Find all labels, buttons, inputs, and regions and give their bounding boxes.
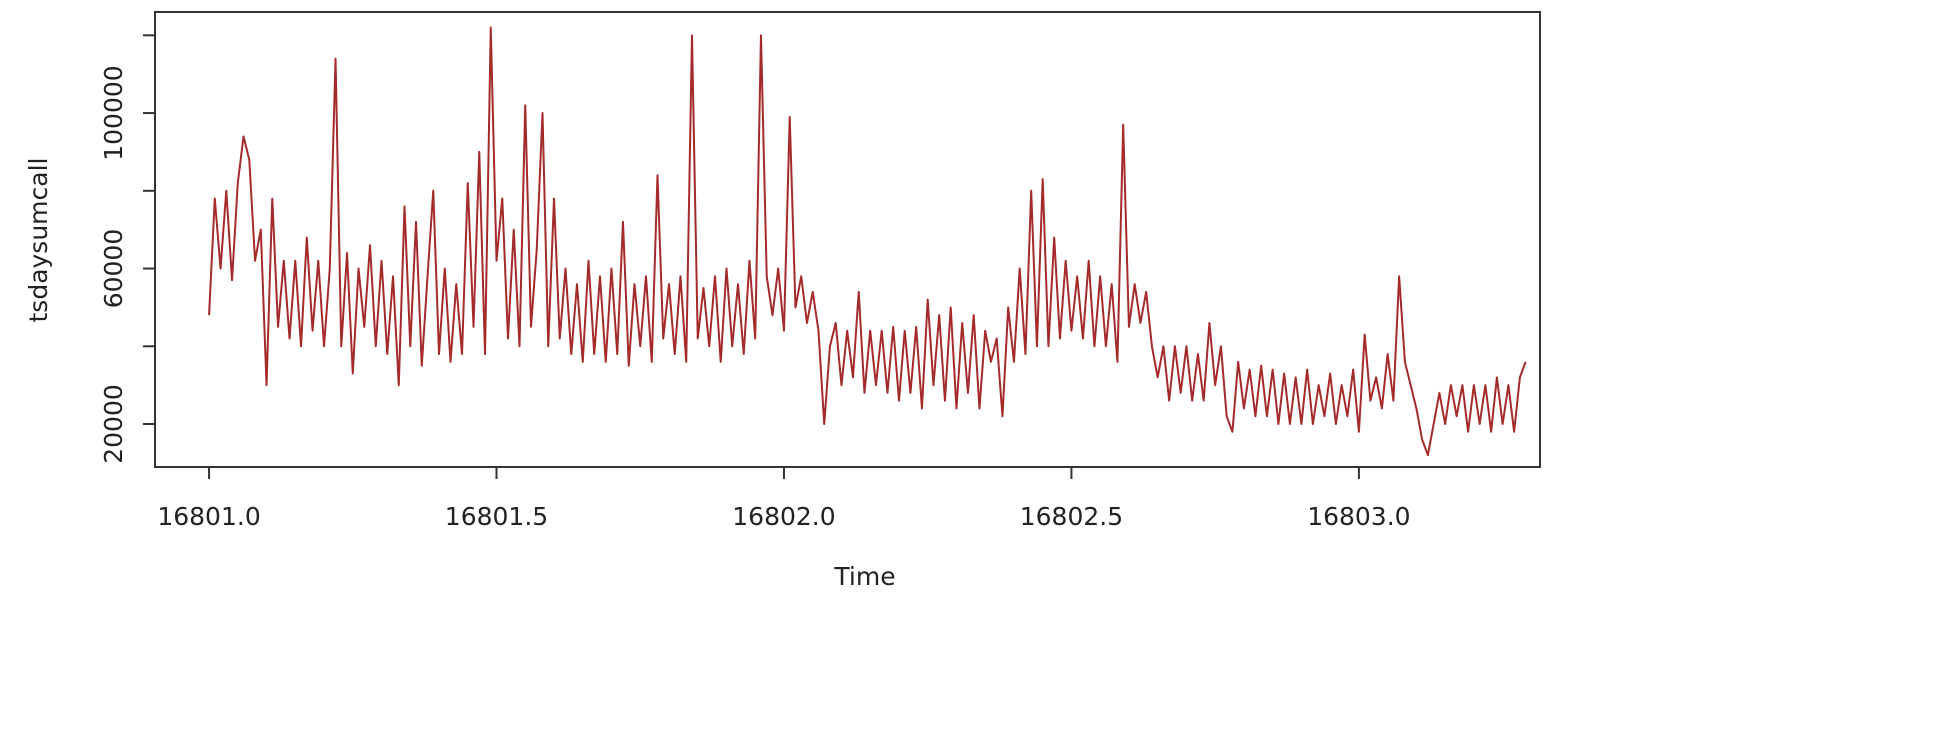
x-axis-label: Time — [833, 562, 895, 591]
x-tick-label: 16801.0 — [157, 502, 260, 531]
x-tick-label: 16802.5 — [1020, 502, 1123, 531]
x-tick-label: 16801.5 — [445, 502, 548, 531]
y-axis-label: tsdaysumcall — [24, 158, 53, 323]
y-tick-label: 20000 — [99, 384, 128, 464]
data-line — [208, 26, 1527, 457]
plot-frame — [154, 11, 1541, 468]
y-tick-label: 60000 — [99, 229, 128, 309]
x-tick-label: 16803.0 — [1307, 502, 1410, 531]
y-tick-label: 100000 — [99, 65, 128, 160]
x-tick-label: 16802.0 — [732, 502, 835, 531]
